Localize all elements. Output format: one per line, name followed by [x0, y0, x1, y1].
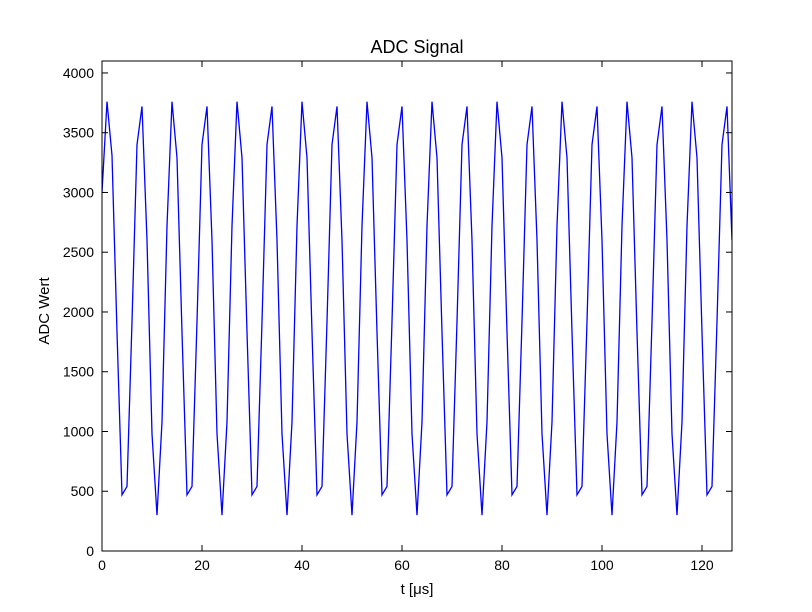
x-tick-label: 120: [690, 557, 714, 573]
x-axis-title: t [μs]: [401, 581, 434, 598]
chart-title: ADC Signal: [370, 37, 463, 57]
series-line: [102, 101, 732, 516]
plot-frame: [101, 60, 733, 552]
x-tick-label: 100: [590, 557, 614, 573]
y-tick-label: 4000: [63, 65, 94, 81]
y-tick-label: 500: [71, 483, 95, 499]
y-tick-label: 1500: [63, 364, 94, 380]
y-tick-label: 2500: [63, 244, 94, 260]
y-tick-label: 1000: [63, 423, 94, 439]
plot-area: [102, 101, 732, 516]
y-axis-title: ADC Wert: [36, 277, 53, 345]
x-tick-label: 40: [294, 557, 310, 573]
y-tick-label: 0: [86, 543, 94, 559]
y-tick-label: 3000: [63, 184, 94, 200]
y-tick-label: 3500: [63, 125, 94, 141]
x-tick-label: 20: [194, 557, 210, 573]
x-tick-label: 80: [494, 557, 510, 573]
y-tick-label: 2000: [63, 304, 94, 320]
x-tick-label: 60: [394, 557, 410, 573]
x-tick-label: 0: [98, 557, 106, 573]
axis-ticks: 0 20 40 60 80 100 120 0 500 1000 1500 2000 2500 3000 3…: [63, 61, 732, 573]
